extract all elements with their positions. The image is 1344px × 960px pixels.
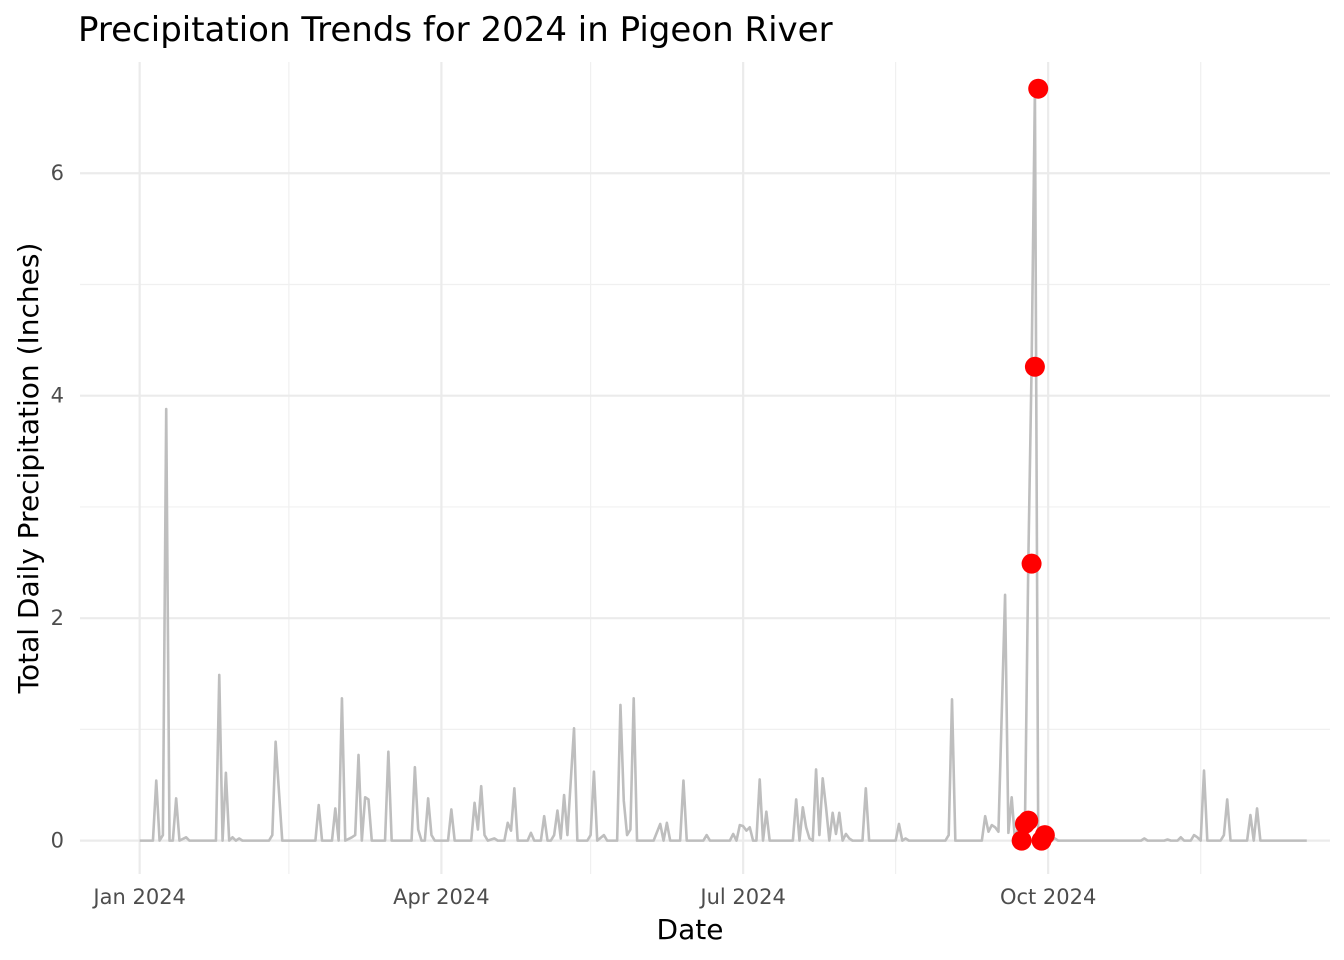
major-gridlines: [80, 62, 1330, 874]
y-tick-label: 0: [51, 829, 64, 853]
x-axis-tick-labels: Jan 2024 Apr 2024 Jul 2024 Oct 2024: [91, 885, 1096, 909]
series-layer: [139, 87, 1307, 842]
x-tick-label: Jan 2024: [91, 885, 186, 909]
y-axis-tick-labels: 0 2 4 6: [51, 161, 64, 852]
x-axis-title: Date: [657, 913, 724, 946]
y-tick-label: 2: [51, 606, 64, 630]
highlight-point: [1011, 830, 1032, 851]
highlight-point: [1024, 356, 1045, 377]
precipitation-line: [139, 87, 1307, 842]
highlight-point: [1021, 553, 1042, 574]
highlight-point: [1028, 78, 1049, 99]
x-tick-label: Oct 2024: [1000, 885, 1096, 909]
highlight-point: [1018, 810, 1039, 831]
chart-title: Precipitation Trends for 2024 in Pigeon …: [78, 10, 833, 50]
y-axis-title: Total Daily Precipitation (Inches): [12, 243, 45, 695]
y-tick-label: 6: [51, 161, 64, 185]
x-tick-label: Jul 2024: [698, 885, 785, 909]
highlight-point: [1034, 825, 1055, 846]
x-tick-label: Apr 2024: [393, 885, 489, 909]
y-tick-label: 4: [51, 384, 64, 408]
highlight-points: [1011, 78, 1055, 851]
minor-gridlines: [80, 62, 1330, 874]
